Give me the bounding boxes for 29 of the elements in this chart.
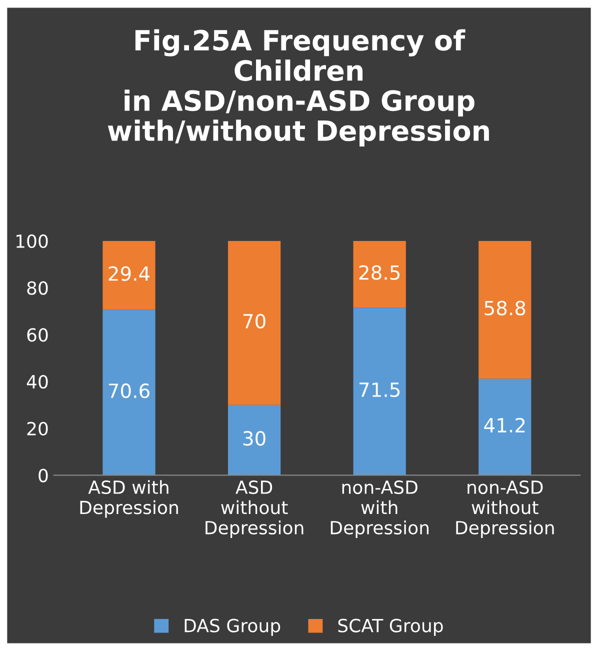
data-label: 70.6 [108, 383, 150, 398]
y-tick-label: 40 [26, 374, 48, 389]
x-tick-label: non-ASD with Depression [330, 480, 429, 538]
data-label: 30 [243, 431, 266, 446]
data-label: 41.2 [484, 418, 525, 432]
legend-label: SCAT Group [338, 618, 443, 636]
data-label: 71.5 [360, 382, 400, 398]
data-label: 28.5 [359, 265, 400, 280]
x-tick-label: ASD with Depression [80, 480, 178, 518]
data-label: 70 [244, 314, 266, 329]
bar [102, 240, 156, 310]
bar [478, 240, 532, 379]
data-label: 58.8 [484, 300, 526, 316]
bar [478, 378, 532, 476]
y-tick-label: 20 [27, 422, 48, 436]
y-tick-label: 60 [27, 328, 48, 342]
bar [353, 308, 406, 476]
data-label: 29.4 [108, 266, 150, 281]
x-tick-label: ASD without Depression [206, 480, 304, 538]
bar [228, 240, 281, 405]
legend-label: DAS Group [184, 618, 280, 636]
bar [228, 404, 281, 476]
x-tick-label: non-ASD without Depression [456, 480, 554, 538]
y-tick-label: 0 [38, 468, 48, 482]
chart-title: Fig.25A Frequency of Children in ASD/non-ASD Group with/without Depression [108, 29, 489, 147]
y-tick-label: 80 [27, 281, 48, 295]
bar [353, 240, 406, 308]
bar [102, 310, 156, 476]
y-tick-label: 100 [16, 234, 48, 248]
